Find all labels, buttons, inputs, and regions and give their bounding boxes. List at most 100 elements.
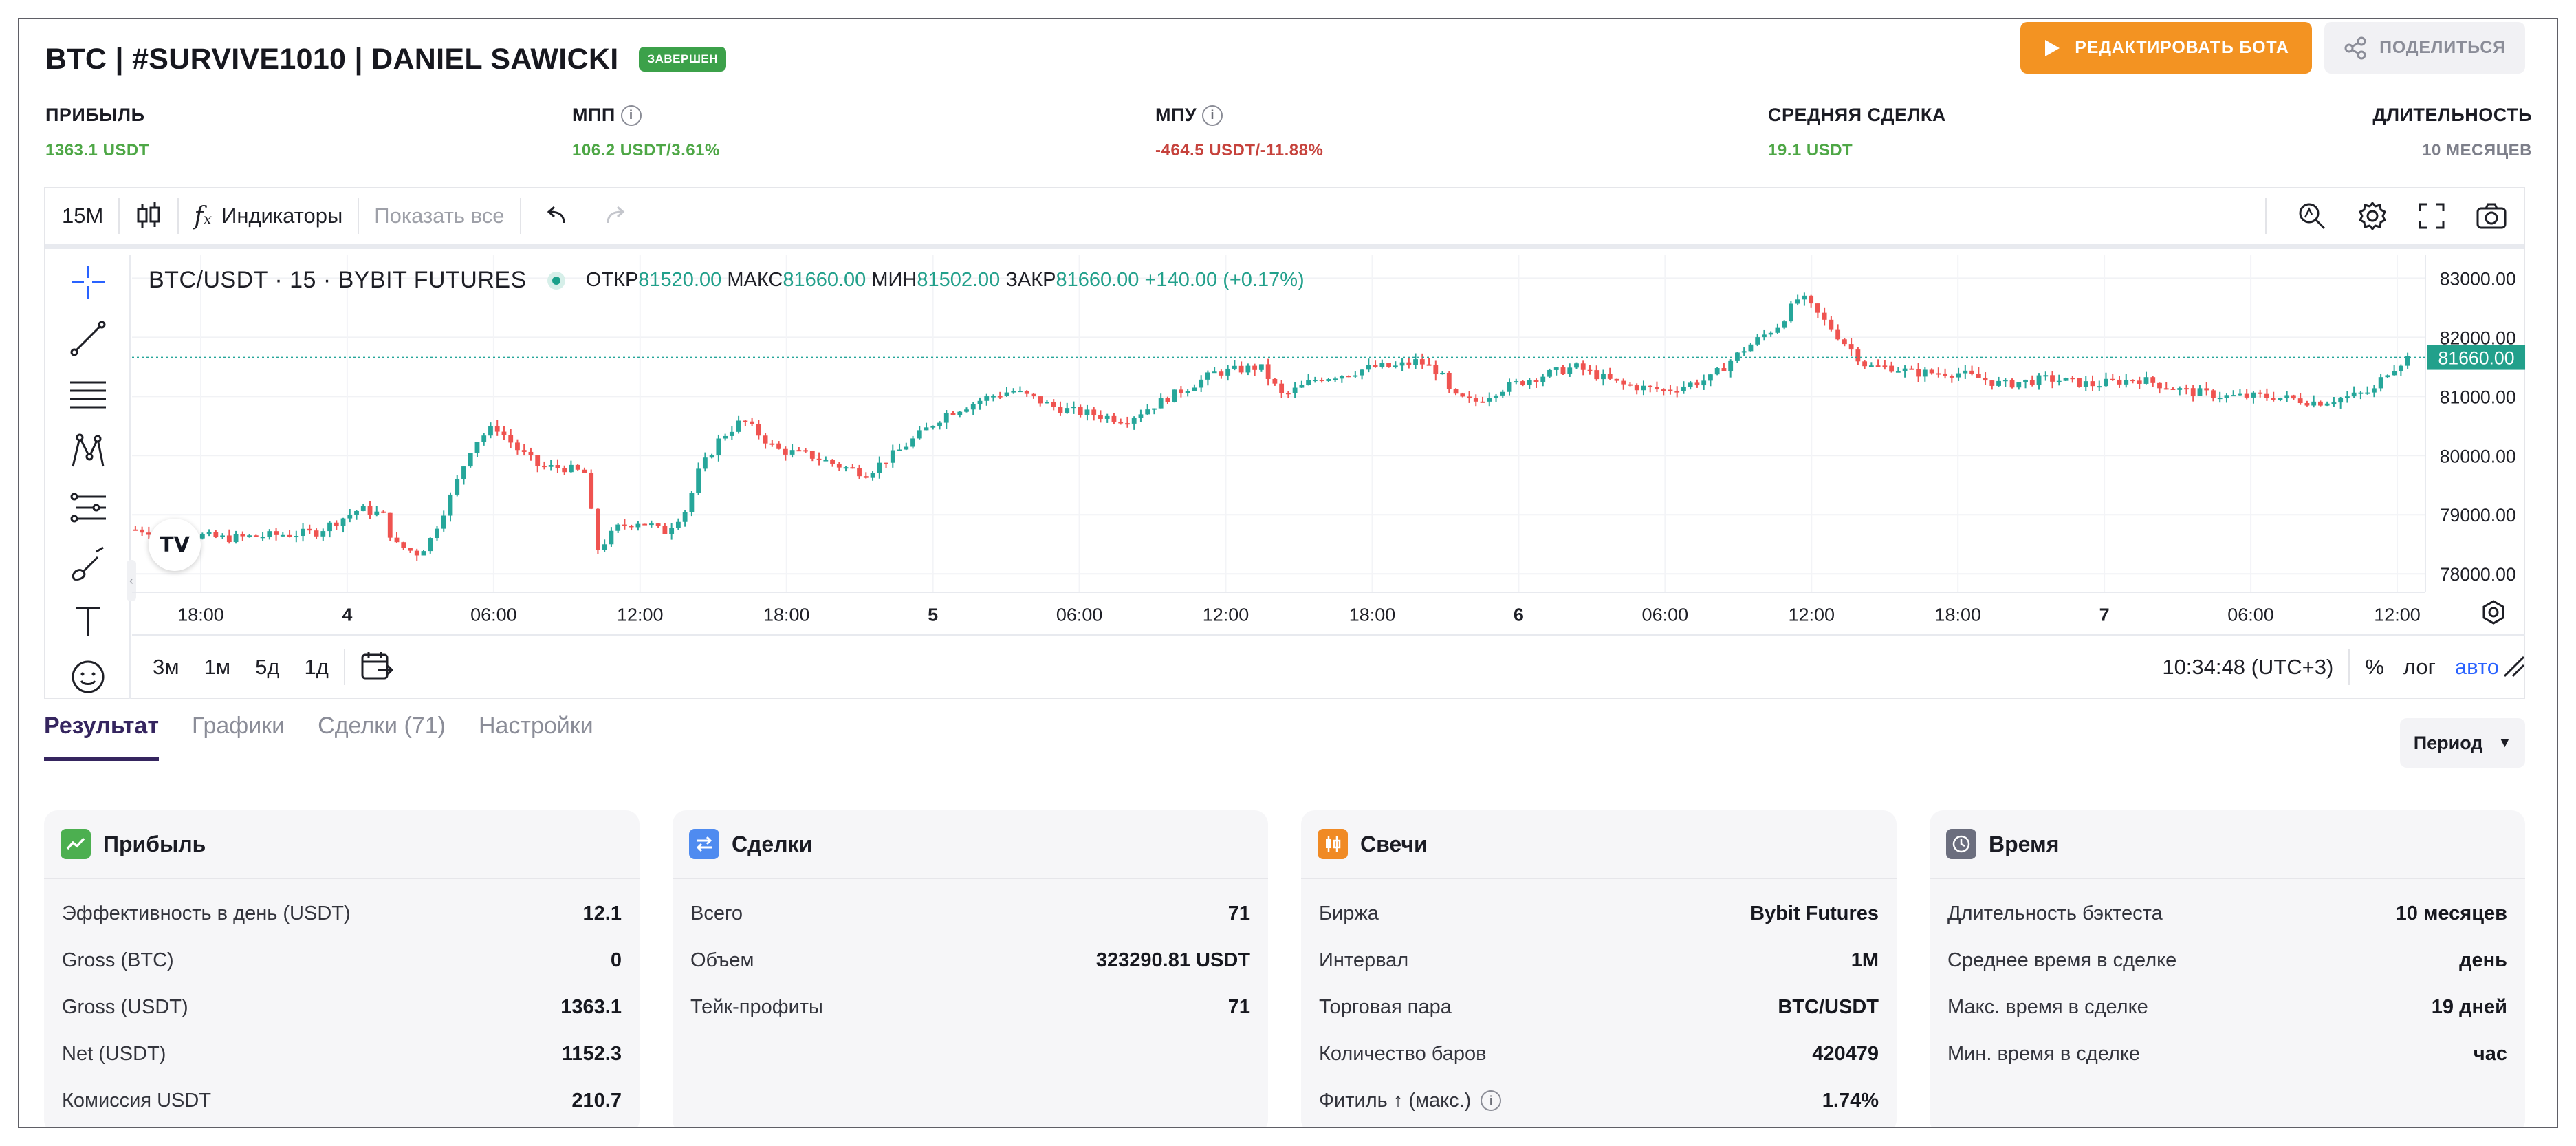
candle-body [1775, 327, 1780, 333]
candle-body [1835, 329, 1841, 340]
percent-toggle[interactable]: % [2365, 655, 2384, 679]
last-price-label [2427, 345, 2526, 370]
stat-label: МПУ i [1155, 105, 1323, 126]
candle-body [877, 462, 882, 473]
settings-gear-icon[interactable] [2357, 201, 2388, 231]
divider [2348, 649, 2350, 685]
forecast-tool-icon[interactable] [67, 487, 109, 528]
stat-value: 10 МЕСЯЦЕВ [2422, 141, 2532, 160]
price-axis[interactable]: 83000.00 82000.00 81000.00 80000.00 79000.00… [2425, 255, 2526, 592]
auto-toggle[interactable]: авто [2454, 655, 2499, 679]
redo-icon[interactable] [601, 205, 629, 227]
pattern-icon[interactable] [67, 431, 109, 472]
edit-bot-label: РЕДАКТИРОВАТЬ БОТА [2075, 38, 2289, 57]
candle-body [2023, 380, 2028, 382]
candle-body [1580, 363, 1586, 370]
candle-body [1500, 391, 1505, 396]
collapse-toolbar-handle[interactable]: ‹ [127, 560, 136, 601]
candle-body [2170, 389, 2176, 391]
time-tick: 7 [2099, 605, 2110, 625]
candle-body [970, 404, 976, 410]
price-chart[interactable] [132, 255, 2425, 592]
log-toggle[interactable]: лог [2403, 655, 2436, 679]
divider [343, 649, 345, 685]
info-icon[interactable]: i [1202, 105, 1223, 126]
candle-body [1366, 365, 1371, 370]
goto-date-icon[interactable] [360, 651, 393, 684]
stat-mpp: МПП i 106.2 USDT/3.61% [572, 105, 720, 160]
range-3m[interactable]: 3м [153, 655, 179, 679]
row-label: Тейк-профиты [690, 995, 823, 1018]
period-dropdown[interactable]: Период ▼ [2400, 718, 2525, 768]
undo-icon[interactable] [543, 205, 571, 227]
row-label: Gross (BTC) [62, 949, 174, 971]
axis-settings-icon[interactable] [2480, 598, 2507, 626]
text-tool-icon[interactable] [67, 600, 109, 641]
candle-body [1916, 369, 1921, 377]
info-icon[interactable]: i [620, 105, 642, 126]
card-row: Макс. время в сделке 19 дней [1930, 984, 2525, 1030]
candle-body [2224, 395, 2229, 398]
interval-selector[interactable]: 15M [62, 204, 104, 228]
indicators-button[interactable]: fx Индикаторы [194, 202, 342, 230]
candle-body [1842, 339, 1847, 345]
candle-body [488, 426, 493, 436]
candle-body [1848, 344, 1854, 350]
show-all-button[interactable]: Показать все [374, 204, 505, 228]
candle-body [220, 535, 225, 537]
price-tick: 78000.00 [2440, 564, 2516, 585]
candle-body [937, 422, 942, 426]
candle-body [401, 542, 406, 548]
tab-settings[interactable]: Настройки [478, 713, 593, 739]
status-dot-icon [547, 271, 565, 290]
brush-icon[interactable] [67, 543, 109, 585]
candle-body [1172, 389, 1177, 402]
range-1d[interactable]: 1д [304, 655, 329, 679]
emoji-icon[interactable] [67, 656, 109, 698]
card-row: Всего 71 [673, 890, 1268, 937]
candle-body [1460, 393, 1465, 397]
candle-body [1071, 407, 1076, 409]
candle-body [1453, 389, 1459, 394]
play-icon [2045, 39, 2060, 56]
candle-body [1708, 374, 1713, 381]
row-label: Длительность бэктеста [1947, 902, 2163, 925]
candle-body [1011, 391, 1016, 393]
resize-handle-icon[interactable] [2502, 654, 2525, 681]
range-5d[interactable]: 5д [255, 655, 280, 679]
candle-body [2070, 378, 2075, 380]
fullscreen-icon[interactable] [2418, 202, 2445, 230]
quick-search-icon[interactable] [2297, 201, 2327, 231]
candle-body [830, 460, 835, 464]
candle-body [1091, 409, 1097, 415]
stat-label-text: МПП [572, 105, 615, 125]
tradingview-logo[interactable]: TV [149, 519, 201, 571]
tab-result[interactable]: Результат [44, 713, 159, 761]
candle-body [2104, 378, 2108, 387]
candle-body [1688, 382, 1693, 387]
tab-trades[interactable]: Сделки (71) [318, 713, 446, 739]
tab-charts[interactable]: Графики [191, 713, 285, 739]
edit-bot-button[interactable]: РЕДАКТИРОВАТЬ БОТА [2020, 22, 2312, 74]
crosshair-icon[interactable] [67, 261, 109, 303]
info-icon[interactable]: i [1481, 1090, 1502, 1111]
time-tick: 6 [1514, 605, 1524, 625]
candle-body [301, 528, 305, 537]
range-1m[interactable]: 1м [204, 655, 231, 679]
candle-body [1527, 380, 1532, 385]
share-button[interactable]: ПОДЕЛИТЬСЯ [2324, 22, 2525, 74]
camera-icon[interactable] [2476, 202, 2507, 230]
stat-avg-trade: СРЕДНЯЯ СДЕЛКА 19.1 USDT [1768, 105, 1946, 160]
candle-body [1265, 364, 1271, 379]
candle-body [1755, 337, 1760, 345]
time-axis[interactable]: 18:00 4 06:00 12:00 18:00 5 06:00 12:00 18:00 6 06… [132, 592, 2425, 634]
trend-line-icon[interactable] [67, 318, 109, 359]
fib-retracement-icon[interactable] [67, 374, 109, 415]
candle-type-icon[interactable] [135, 201, 162, 231]
candle-body [2365, 392, 2370, 394]
card-row: Мин. время в сделке час [1930, 1030, 2525, 1077]
candle-body [776, 443, 782, 449]
stat-value: 19.1 USDT [1768, 141, 1853, 160]
candle-body [1587, 369, 1593, 371]
row-value: 420479 [1812, 1042, 1879, 1065]
